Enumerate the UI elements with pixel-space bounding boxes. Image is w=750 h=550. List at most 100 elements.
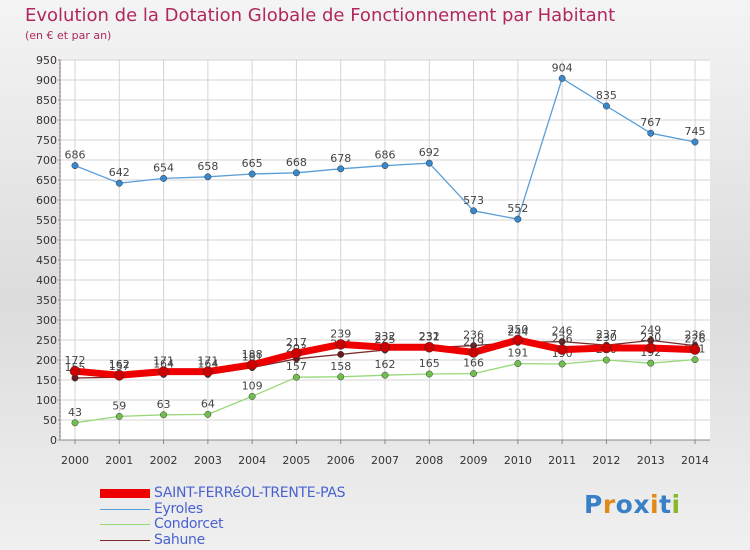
legend-swatch-saint-ferreol bbox=[100, 489, 150, 499]
y-tick-label-550: 550 bbox=[36, 214, 57, 227]
data-point-saint-ferr-ol-trente-pas-2000 bbox=[69, 365, 81, 377]
chart-title: Evolution de la Dotation Globale de Fonc… bbox=[25, 5, 616, 26]
y-tick-label-50: 50 bbox=[43, 414, 57, 427]
data-label-saint-ferr-ol-trente-pas-2007: 232 bbox=[375, 330, 396, 343]
x-tick-label-2010: 2010 bbox=[504, 454, 532, 467]
legend-swatch-eyroles bbox=[100, 508, 150, 510]
data-point-eyroles-2001 bbox=[115, 179, 123, 187]
y-tick-label-400: 400 bbox=[36, 274, 57, 287]
data-label-saint-ferr-ol-trente-pas-2008: 232 bbox=[419, 330, 440, 343]
x-tick-label-2009: 2009 bbox=[460, 454, 488, 467]
data-label-saint-ferr-ol-trente-pas-2000: 172 bbox=[65, 354, 86, 367]
data-label-sahune-2008: 231 bbox=[419, 331, 440, 344]
chart-subtitle: (en € et par an) bbox=[25, 29, 112, 42]
logo-letter-5: i bbox=[650, 490, 660, 519]
x-tick-label-2011: 2011 bbox=[548, 454, 576, 467]
data-label-eyroles-2010: 552 bbox=[507, 202, 528, 215]
data-point-eyroles-2004 bbox=[248, 170, 256, 178]
data-point-condorcet-2003 bbox=[204, 410, 212, 418]
data-point-eyroles-2014 bbox=[691, 138, 699, 146]
y-tick-label-350: 350 bbox=[36, 294, 57, 307]
data-point-condorcet-2002 bbox=[160, 411, 168, 419]
data-point-condorcet-2011 bbox=[558, 360, 566, 368]
legend-swatch-sahune bbox=[100, 539, 150, 541]
data-point-eyroles-2000 bbox=[71, 162, 79, 170]
y-tick-label-750: 750 bbox=[36, 134, 57, 147]
data-label-sahune-2013: 249 bbox=[640, 323, 661, 336]
data-label-condorcet-2006: 158 bbox=[330, 360, 351, 373]
data-label-sahune-2010: 244 bbox=[507, 325, 528, 338]
y-tick-label-250: 250 bbox=[36, 334, 57, 347]
data-label-saint-ferr-ol-trente-pas-2002: 171 bbox=[153, 355, 174, 368]
legend-item-eyroles: Eyroles bbox=[100, 500, 345, 518]
data-point-saint-ferr-ol-trente-pas-2007 bbox=[379, 341, 391, 353]
data-point-saint-ferr-ol-trente-pas-2010 bbox=[512, 334, 524, 346]
legend-label-condorcet: Condorcet bbox=[154, 516, 224, 533]
data-point-condorcet-2004 bbox=[248, 392, 256, 400]
data-point-eyroles-2009 bbox=[470, 207, 478, 215]
data-point-saint-ferr-ol-trente-pas-2003 bbox=[202, 366, 214, 377]
data-label-eyroles-2003: 658 bbox=[197, 160, 218, 173]
y-tick-label-800: 800 bbox=[36, 114, 57, 127]
logo-letter-4: x bbox=[633, 490, 650, 519]
data-point-saint-ferr-ol-trente-pas-2002 bbox=[158, 366, 169, 377]
x-tick-label-2014: 2014 bbox=[681, 454, 709, 467]
data-label-saint-ferr-ol-trente-pas-2011: 226 bbox=[552, 333, 573, 346]
x-tick-label-2003: 2003 bbox=[194, 454, 222, 467]
legend-item-saint-ferreol: SAINT-FERRéOL-TRENTE-PAS bbox=[100, 486, 345, 502]
data-point-condorcet-2005 bbox=[292, 373, 300, 381]
data-label-condorcet-2001: 59 bbox=[112, 399, 126, 412]
logo-letter-2: r bbox=[602, 490, 616, 519]
data-point-eyroles-2011 bbox=[558, 74, 566, 82]
y-tick-label-650: 650 bbox=[36, 174, 57, 187]
data-point-condorcet-2006 bbox=[337, 373, 345, 381]
x-tick-label-2002: 2002 bbox=[150, 454, 178, 467]
data-label-condorcet-2009: 166 bbox=[463, 357, 484, 370]
data-label-saint-ferr-ol-trente-pas-2006: 239 bbox=[330, 327, 351, 340]
line-chart: 0 50 100 150 200 250 300 350 400 450 500 550 600 650 7… bbox=[36, 54, 710, 467]
x-tick-label-2000: 2000 bbox=[61, 454, 89, 467]
y-tick-label-300: 300 bbox=[36, 314, 57, 327]
logo-letter-1: P bbox=[584, 490, 603, 519]
data-point-saint-ferr-ol-trente-pas-2012 bbox=[601, 342, 612, 354]
data-point-saint-ferr-ol-trente-pas-2009 bbox=[468, 347, 479, 358]
data-label-condorcet-2002: 63 bbox=[157, 398, 171, 411]
x-tick-label-2008: 2008 bbox=[415, 454, 443, 467]
legend-label-saint-ferreol: SAINT-FERRéOL-TRENTE-PAS bbox=[154, 485, 346, 502]
data-label-saint-ferr-ol-trente-pas-2005: 217 bbox=[286, 336, 307, 349]
legend: SAINT-FERRéOL-TRENTE-PAS Eyroles Condorc… bbox=[100, 486, 345, 548]
y-tick-label-450: 450 bbox=[36, 254, 57, 267]
data-point-saint-ferr-ol-trente-pas-2011 bbox=[556, 344, 568, 355]
data-label-sahune-2009: 236 bbox=[463, 329, 484, 342]
data-label-condorcet-2005: 157 bbox=[286, 360, 307, 373]
data-point-condorcet-2010 bbox=[514, 360, 522, 368]
y-tick-label-500: 500 bbox=[36, 234, 57, 247]
data-point-saint-ferr-ol-trente-pas-2005 bbox=[291, 347, 302, 359]
x-tick-label-2004: 2004 bbox=[238, 454, 266, 467]
data-label-condorcet-2004: 109 bbox=[242, 379, 263, 392]
data-point-sahune-2006 bbox=[337, 350, 345, 358]
legend-item-condorcet: Condorcet bbox=[100, 517, 345, 533]
data-label-eyroles-2002: 654 bbox=[153, 161, 174, 174]
x-tick-label-2013: 2013 bbox=[637, 454, 665, 467]
data-label-saint-ferr-ol-trente-pas-2010: 250 bbox=[507, 323, 528, 336]
data-label-sahune-2012: 237 bbox=[596, 328, 617, 341]
data-point-eyroles-2013 bbox=[647, 129, 655, 137]
y-tick-label-850: 850 bbox=[36, 94, 57, 107]
data-point-saint-ferr-ol-trente-pas-2014 bbox=[689, 344, 701, 355]
data-label-eyroles-2012: 835 bbox=[596, 89, 617, 102]
data-label-saint-ferr-ol-trente-pas-2003: 171 bbox=[197, 355, 218, 368]
legend-item-sahune: Sahune bbox=[100, 532, 345, 549]
data-point-eyroles-2012 bbox=[602, 102, 610, 110]
data-label-eyroles-2013: 767 bbox=[640, 116, 661, 129]
data-point-eyroles-2010 bbox=[514, 215, 522, 223]
legend-label-eyroles: Eyroles bbox=[154, 500, 203, 517]
data-point-saint-ferr-ol-trente-pas-2006 bbox=[335, 339, 346, 350]
data-point-saint-ferr-ol-trente-pas-2004 bbox=[246, 359, 258, 371]
data-label-condorcet-2000: 43 bbox=[68, 406, 82, 419]
proxiti-logo: Proxiti bbox=[584, 490, 681, 519]
data-point-condorcet-2014 bbox=[691, 356, 699, 364]
x-tick-label-2005: 2005 bbox=[282, 454, 310, 467]
data-label-sahune-2001: 157 bbox=[109, 360, 130, 373]
data-label-condorcet-2007: 162 bbox=[375, 358, 396, 371]
